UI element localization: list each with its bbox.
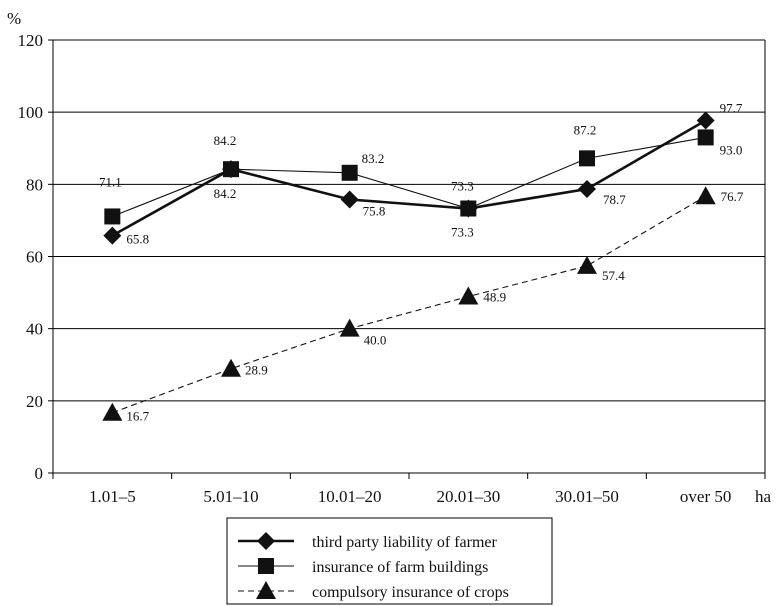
- x-tick-label: 1.01–5: [89, 487, 136, 506]
- data-label: 87.2: [574, 122, 597, 137]
- triangle-marker: [577, 255, 597, 274]
- y-tick-label: 100: [18, 103, 44, 122]
- y-tick-label: 0: [35, 464, 44, 483]
- square-marker: [579, 150, 595, 167]
- data-label: 40.0: [364, 333, 387, 348]
- square-marker: [104, 208, 121, 225]
- y-tick-label: 80: [26, 175, 43, 194]
- square-marker: [258, 558, 274, 574]
- series-line: [112, 195, 706, 414]
- data-label: 84.2: [214, 186, 237, 201]
- x-axis-title: ha: [755, 487, 772, 506]
- data-label: 73.3: [451, 179, 474, 194]
- legend-label: compulsory insurance of crops: [312, 584, 509, 601]
- data-label: 65.8: [126, 232, 149, 247]
- square-marker: [341, 164, 358, 181]
- y-tick-label: 60: [26, 248, 43, 267]
- y-tick-label: 120: [18, 31, 44, 50]
- series-line: [112, 136, 706, 217]
- data-label: 76.7: [721, 189, 744, 204]
- x-tick-label: 10.01–20: [318, 487, 382, 506]
- diamond-marker: [340, 190, 359, 209]
- series-lines: [111, 119, 707, 414]
- data-label: 84.2: [214, 133, 237, 148]
- data-label: 16.7: [126, 409, 149, 424]
- data-label: 83.2: [362, 151, 385, 166]
- data-label: 57.4: [602, 268, 625, 283]
- square-marker: [697, 129, 714, 146]
- x-tick-label: 30.01–50: [555, 487, 619, 506]
- x-tick-label: 5.01–10: [203, 487, 258, 506]
- legend-label: insurance of farm buildings: [312, 559, 488, 576]
- triangle-marker: [695, 186, 716, 205]
- series-markers: [102, 111, 716, 421]
- data-label: 28.9: [245, 363, 268, 378]
- data-label: 48.9: [483, 290, 506, 305]
- triangle-marker: [458, 286, 479, 305]
- legend-label: third party liability of farmer: [312, 534, 498, 551]
- data-label: 75.8: [363, 203, 386, 218]
- data-label: 93.0: [720, 142, 743, 157]
- triangle-marker: [221, 358, 241, 377]
- triangle-marker: [339, 318, 360, 337]
- y-axis-title: %: [7, 9, 21, 28]
- gridlines: [53, 39, 765, 402]
- x-axis-ticks: 1.01–5 5.01–10 10.01–20 20.01–30 30.01–50 ove…: [52, 473, 766, 506]
- diamond-marker: [222, 160, 240, 179]
- series-line: [111, 119, 707, 237]
- diamond-marker: [696, 111, 715, 130]
- diamond-marker: [459, 199, 478, 218]
- y-tick-label: 40: [26, 320, 43, 339]
- legend: third party liability of farmer insurance…: [226, 517, 553, 605]
- diamond-marker: [103, 226, 122, 245]
- data-label: 71.1: [99, 174, 122, 189]
- triangle-marker: [102, 402, 123, 421]
- data-label: 78.7: [603, 192, 626, 207]
- y-axis-ticks: 0 20 40 60 80 100 120: [18, 31, 53, 483]
- data-labels: 65.8 84.2 75.8 73.3 78.7 97.7 71.1 84.2 83.2 73.3…: [99, 100, 744, 423]
- data-label: 97.7: [720, 100, 743, 115]
- x-tick-label: over 50: [680, 487, 731, 506]
- y-tick-label: 20: [26, 392, 43, 411]
- diamond-marker: [578, 180, 596, 199]
- legend-box: [226, 517, 553, 605]
- x-tick-label: 20.01–30: [436, 487, 500, 506]
- data-label: 73.3: [451, 225, 474, 240]
- diamond-marker: [257, 532, 275, 550]
- triangle-marker: [256, 581, 276, 599]
